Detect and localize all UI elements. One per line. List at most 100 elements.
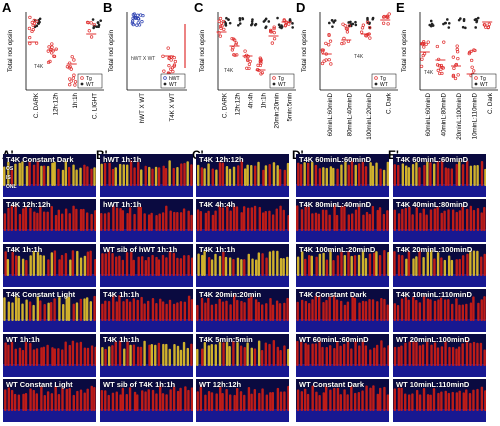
tg-point — [89, 21, 93, 25]
micrograph-tile: T4K Constant Light — [3, 289, 96, 332]
wt-point — [238, 18, 242, 22]
tg-point — [328, 39, 333, 43]
tg-point — [347, 24, 351, 28]
tg-point — [169, 58, 173, 62]
tile-label: T4K 12h:12h — [6, 200, 51, 209]
wt-point — [347, 21, 350, 24]
legend-marker-1 — [374, 76, 378, 80]
tg-point — [173, 59, 178, 64]
tg-point — [219, 21, 224, 25]
tg-point — [234, 41, 238, 45]
category-label: C. Dark — [385, 92, 392, 114]
category-label: 60minL:60minD — [327, 92, 334, 136]
micrograph-tile: T4K 60minL:60minD — [393, 154, 486, 197]
legend-label-1: Tg — [380, 76, 386, 82]
tile-label: WT Constant Light — [6, 380, 73, 389]
tg-point — [436, 68, 440, 73]
tg-point — [27, 26, 32, 31]
tg-point — [170, 66, 175, 70]
y-axis-label: Total rod opsin — [199, 29, 206, 72]
tg-point — [359, 30, 364, 34]
micrograph-tile: T4K 12h:12h — [3, 199, 96, 242]
micrograph-tile: T4K 1h:1h — [3, 244, 96, 287]
micrograph-tile: T4K 60minL:60minD — [296, 154, 389, 197]
wt-point — [267, 20, 271, 23]
legend-marker-2 — [374, 82, 378, 86]
category-label: 100minL:20minD — [366, 92, 373, 139]
tg-point — [256, 63, 260, 67]
retina-image — [100, 334, 193, 377]
tg-point — [68, 83, 72, 87]
panel-d-letter: D — [296, 0, 306, 15]
panel-d-chart: Total rod opsin 60minL:60minD 80minL:40min… — [300, 6, 400, 146]
retina-image — [196, 289, 289, 332]
legend-box — [77, 73, 103, 89]
tg-point — [222, 27, 226, 32]
retina-image — [3, 334, 96, 377]
plot-annotation: T4K — [424, 70, 434, 76]
tg-point — [470, 65, 474, 69]
wt-point — [291, 26, 294, 29]
tile-label: T4K 4h:4h — [199, 200, 236, 209]
tg-point — [246, 57, 250, 62]
tg-point — [69, 79, 73, 83]
tg-point — [469, 49, 473, 54]
tg-point — [218, 34, 223, 38]
tg-point — [70, 55, 74, 59]
category-label: C. Dark — [487, 92, 494, 114]
tile-label: WT sib of T4K 1h:1h — [103, 380, 176, 389]
retina-image — [3, 199, 96, 242]
wt-point — [473, 18, 477, 22]
wt-point — [330, 18, 334, 22]
wt-point — [354, 23, 358, 27]
tg-point — [327, 58, 331, 62]
tg-point — [420, 42, 424, 46]
retina-image — [196, 244, 289, 287]
tg-point — [438, 71, 442, 76]
panel-c-letter: C — [194, 0, 204, 15]
panel-e-letter: E — [396, 0, 405, 15]
legend-label-2: WT — [480, 82, 488, 88]
tg-point — [435, 44, 440, 49]
tg-point — [451, 73, 456, 78]
tg-point — [440, 65, 444, 70]
tg-point — [28, 15, 32, 20]
tg-point — [167, 64, 171, 68]
tile-label: T4K 80minL:40minD — [299, 200, 372, 209]
tg-point — [31, 23, 35, 27]
tg-point — [340, 41, 344, 46]
tile-label: hWT 1h:1h — [103, 200, 142, 209]
micrograph-tile: T4K 12h:12h — [196, 154, 289, 197]
wt-point — [464, 26, 467, 30]
wt-point — [366, 16, 369, 20]
wt-point — [331, 25, 334, 28]
tg-point — [386, 22, 390, 26]
retina-image — [196, 334, 289, 377]
wt-point — [446, 18, 449, 21]
category-label: 5min:5min — [287, 92, 294, 121]
tg-point — [130, 19, 135, 23]
tile-label: T4K Constant Dark — [299, 290, 367, 299]
micrograph-tile: T4K 100minL:20minD — [296, 244, 389, 287]
retina-image — [296, 154, 389, 197]
tile-label: T4K 20minL:100minD — [396, 245, 473, 254]
tg-point — [272, 25, 276, 29]
retina-image — [196, 199, 289, 242]
wt-point — [96, 21, 100, 24]
retina-image — [100, 154, 193, 197]
wt-point — [332, 21, 336, 24]
tg-point — [486, 25, 491, 29]
legend-marker-2 — [272, 82, 276, 86]
tile-label: WT 10minL:110minD — [396, 380, 470, 389]
y-axis-label: Total rod opsin — [7, 29, 14, 72]
tg-point — [327, 43, 331, 47]
wt-point — [241, 16, 244, 20]
tile-label: T4K 60minL:60minD — [299, 155, 372, 164]
tg-point — [320, 50, 325, 54]
retina-image — [296, 379, 389, 422]
wt-point — [447, 26, 451, 29]
legend-label-2: WT — [169, 82, 177, 88]
tile-label: T4K 1h:1h — [103, 290, 140, 299]
tile-label: T4K 12h:12h — [199, 155, 244, 164]
tile-label: T4K 1h:1h — [199, 245, 236, 254]
